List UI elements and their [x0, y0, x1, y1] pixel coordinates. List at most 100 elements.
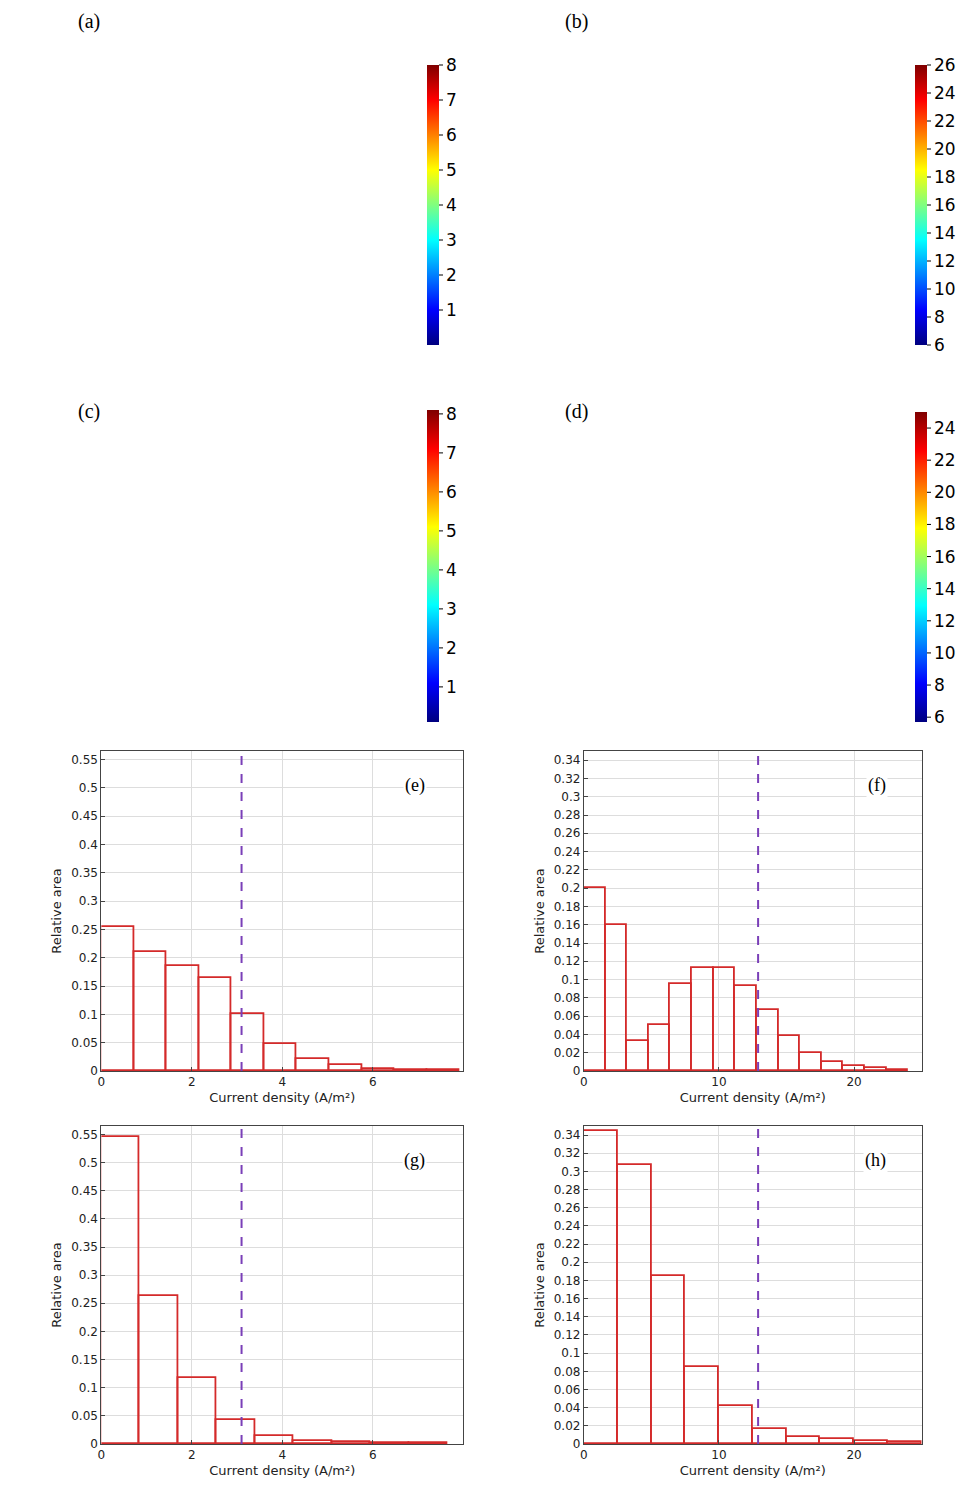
svg-text:0.55: 0.55 — [71, 753, 98, 767]
svg-text:20: 20 — [846, 1448, 861, 1462]
svg-text:0.5: 0.5 — [79, 781, 98, 795]
svg-text:0.14: 0.14 — [554, 936, 581, 950]
svg-text:0.45: 0.45 — [71, 1184, 98, 1198]
svg-text:8: 8 — [446, 404, 457, 424]
svg-text:24: 24 — [934, 418, 956, 438]
svg-text:0: 0 — [580, 1448, 588, 1462]
svg-text:10: 10 — [711, 1448, 726, 1462]
svg-text:0.5: 0.5 — [79, 1156, 98, 1170]
svg-text:3: 3 — [446, 599, 457, 619]
svg-text:0.24: 0.24 — [554, 845, 581, 859]
svg-text:7: 7 — [446, 443, 457, 463]
svg-text:16: 16 — [934, 195, 956, 215]
svg-text:(e): (e) — [405, 775, 425, 796]
svg-text:6: 6 — [446, 482, 457, 502]
svg-text:0.12: 0.12 — [554, 1328, 581, 1342]
svg-text:16: 16 — [934, 547, 956, 567]
svg-text:Relative area: Relative area — [49, 1242, 64, 1328]
svg-text:6: 6 — [934, 707, 945, 727]
svg-text:20: 20 — [934, 139, 956, 159]
svg-text:0: 0 — [98, 1448, 106, 1462]
svg-text:0.22: 0.22 — [554, 1237, 581, 1251]
svg-text:0.04: 0.04 — [554, 1401, 581, 1415]
svg-text:12: 12 — [934, 611, 956, 631]
svg-text:0.34: 0.34 — [554, 753, 581, 767]
svg-text:0.55: 0.55 — [71, 1128, 98, 1142]
svg-text:0.02: 0.02 — [554, 1419, 581, 1433]
svg-text:0.2: 0.2 — [561, 1255, 580, 1269]
svg-text:Current density (A/m²): Current density (A/m²) — [209, 1463, 355, 1478]
svg-text:0.26: 0.26 — [554, 826, 581, 840]
svg-text:0.4: 0.4 — [79, 1212, 98, 1226]
svg-text:0: 0 — [573, 1437, 581, 1451]
svg-text:0.05: 0.05 — [71, 1036, 98, 1050]
svg-text:(g): (g) — [404, 1150, 425, 1171]
svg-text:0.3: 0.3 — [79, 1268, 98, 1282]
svg-text:10: 10 — [934, 643, 956, 663]
svg-text:0.2: 0.2 — [79, 951, 98, 965]
svg-text:(d): (d) — [565, 400, 588, 423]
svg-text:(f): (f) — [868, 775, 886, 796]
svg-text:0: 0 — [90, 1437, 98, 1451]
svg-text:5: 5 — [446, 521, 457, 541]
svg-text:24: 24 — [934, 83, 956, 103]
svg-text:(b): (b) — [565, 10, 588, 33]
svg-text:0.18: 0.18 — [554, 900, 581, 914]
svg-text:Current density (A/m²): Current density (A/m²) — [209, 1090, 355, 1105]
svg-text:26: 26 — [934, 55, 956, 75]
svg-text:2: 2 — [188, 1448, 196, 1462]
svg-text:0.14: 0.14 — [554, 1310, 581, 1324]
svg-text:0.32: 0.32 — [554, 1146, 581, 1160]
svg-text:0.4: 0.4 — [79, 838, 98, 852]
svg-text:2: 2 — [446, 638, 457, 658]
svg-text:0.12: 0.12 — [554, 954, 581, 968]
svg-text:0.22: 0.22 — [554, 863, 581, 877]
svg-text:0.2: 0.2 — [79, 1325, 98, 1339]
svg-text:0.15: 0.15 — [71, 979, 98, 993]
svg-text:2: 2 — [446, 265, 457, 285]
svg-text:3: 3 — [446, 230, 457, 250]
svg-text:10: 10 — [711, 1075, 726, 1089]
svg-text:4: 4 — [446, 195, 457, 215]
svg-text:0.1: 0.1 — [79, 1381, 98, 1395]
svg-text:6: 6 — [446, 125, 457, 145]
svg-text:4: 4 — [278, 1448, 286, 1462]
svg-text:22: 22 — [934, 450, 956, 470]
svg-text:Relative area: Relative area — [49, 868, 64, 954]
svg-text:0.25: 0.25 — [71, 1296, 98, 1310]
svg-text:Relative area: Relative area — [532, 1242, 547, 1328]
svg-text:0: 0 — [90, 1064, 98, 1078]
svg-text:0.04: 0.04 — [554, 1028, 581, 1042]
svg-text:4: 4 — [278, 1075, 286, 1089]
svg-text:1: 1 — [446, 300, 457, 320]
svg-text:0.1: 0.1 — [561, 973, 580, 987]
svg-text:0.32: 0.32 — [554, 772, 581, 786]
svg-text:0.16: 0.16 — [554, 1292, 581, 1306]
svg-text:0.16: 0.16 — [554, 918, 581, 932]
svg-text:0.15: 0.15 — [71, 1353, 98, 1367]
svg-text:0.35: 0.35 — [71, 866, 98, 880]
svg-text:0.02: 0.02 — [554, 1046, 581, 1060]
svg-text:0.3: 0.3 — [79, 894, 98, 908]
svg-text:(c): (c) — [78, 400, 100, 423]
svg-text:4: 4 — [446, 560, 457, 580]
svg-text:0.3: 0.3 — [561, 1165, 580, 1179]
svg-text:0.24: 0.24 — [554, 1219, 581, 1233]
svg-text:(h): (h) — [865, 1150, 886, 1171]
svg-text:0.25: 0.25 — [71, 923, 98, 937]
svg-text:0.35: 0.35 — [71, 1240, 98, 1254]
svg-text:22: 22 — [934, 111, 956, 131]
svg-text:0.06: 0.06 — [554, 1383, 581, 1397]
svg-text:0.3: 0.3 — [561, 790, 580, 804]
svg-text:0.45: 0.45 — [71, 809, 98, 823]
svg-text:10: 10 — [934, 279, 956, 299]
svg-text:Current density (A/m²): Current density (A/m²) — [680, 1090, 826, 1105]
svg-text:0: 0 — [98, 1075, 106, 1089]
svg-text:18: 18 — [934, 514, 956, 534]
svg-text:0.08: 0.08 — [554, 1365, 581, 1379]
svg-text:6: 6 — [369, 1448, 377, 1462]
svg-text:14: 14 — [934, 223, 956, 243]
svg-text:2: 2 — [188, 1075, 196, 1089]
svg-text:0.28: 0.28 — [554, 1183, 581, 1197]
svg-text:0.05: 0.05 — [71, 1409, 98, 1423]
